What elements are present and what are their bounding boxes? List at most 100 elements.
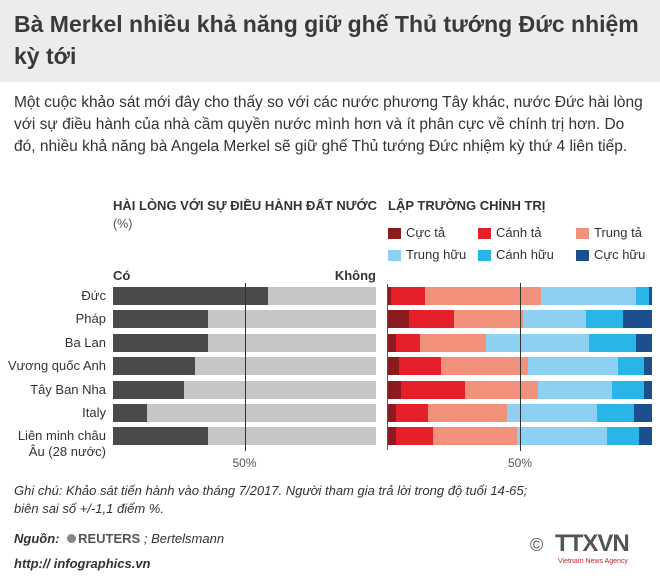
bar-segment: [644, 380, 652, 399]
legend-label: Không: [334, 268, 376, 283]
bar-segment: [388, 380, 402, 399]
bar-segment: [454, 310, 523, 329]
bar-segment: [636, 287, 650, 305]
axis-line: [387, 284, 388, 450]
legend-swatch: [478, 250, 491, 261]
bar-segment: [388, 310, 410, 329]
bar-segment: [440, 357, 528, 376]
bar-segment: [617, 357, 645, 376]
category-label: Italy: [82, 405, 106, 420]
legend-label: Trung hữu: [406, 247, 467, 262]
bar-segment: [506, 404, 597, 422]
tick-label: 50%: [232, 455, 257, 470]
bar-segment: [622, 310, 652, 329]
footer-url: http:// infographics.vn: [14, 556, 151, 571]
bar-segment: [424, 287, 542, 305]
bar-segment: [113, 333, 208, 352]
legend-swatch: [388, 228, 401, 239]
bar-segment: [485, 333, 589, 352]
bar-segment: [388, 404, 396, 422]
bar-segment: [113, 404, 148, 422]
bar-segment: [113, 427, 208, 446]
bar-segment: [409, 310, 454, 329]
source-reuters: REUTERS: [78, 531, 141, 546]
bar-segment: [194, 357, 376, 376]
header-band: [0, 0, 660, 82]
bar-segment: [649, 287, 652, 305]
reuters-icon: [67, 534, 77, 543]
bar-segment: [419, 333, 486, 352]
source-label: Nguồn:: [14, 531, 60, 546]
category-label: Pháp: [75, 311, 106, 327]
legend-label: Cánh tả: [496, 225, 542, 240]
bar-segment: [388, 287, 391, 305]
bar-segment: [207, 333, 376, 352]
bar-segment: [638, 427, 652, 446]
bar-segment: [398, 357, 441, 376]
bar-segment: [113, 287, 269, 305]
legend-label: Cực hữu: [594, 247, 646, 262]
bar-segment: [541, 287, 637, 305]
bar-segment: [388, 333, 396, 352]
bar-segment: [427, 404, 507, 422]
bar-segment: [401, 380, 465, 399]
bar-segment: [517, 427, 608, 446]
category-label: Ba Lan: [64, 334, 106, 350]
bar-segment: [633, 404, 652, 422]
bar-segment: [636, 333, 652, 352]
bar-segment: [388, 427, 396, 446]
chart-title: HÀI LÒNG VỚI SỰ ĐIỀU HÀNH ĐẤT NƯỚC: [113, 198, 378, 213]
note-line: Ghi chú: Khảo sát tiến hành vào tháng 7/…: [14, 483, 528, 498]
legend-swatch: [388, 250, 401, 261]
logo: TTXVN: [555, 530, 630, 557]
tick-label: 50%: [507, 455, 533, 470]
legend-label: Cánh hữu: [496, 247, 554, 262]
source: Nguồn: REUTERS ; Bertelsmann: [14, 531, 224, 546]
bar-segment: [596, 404, 634, 422]
bar-segment: [147, 404, 376, 422]
tick-line: [520, 283, 521, 451]
bar-segment: [207, 310, 376, 329]
bar-segment: [207, 427, 376, 446]
chart-subtitle: (%): [113, 217, 133, 231]
category-label: Đức: [81, 288, 106, 303]
tick-line: [244, 283, 246, 451]
source-text: ; Bertelsmann: [143, 531, 225, 546]
bar-segment: [588, 333, 637, 352]
bar-segment: [607, 427, 639, 446]
note: Ghi chú: Khảo sát tiến hành vào tháng 7/…: [14, 482, 644, 518]
note-line: biên sai số +/-1,1 điểm %.: [14, 501, 164, 516]
bar-segment: [113, 357, 195, 376]
legend-label: Có: [113, 268, 131, 283]
bar-segment: [113, 310, 208, 329]
copyright: ©: [530, 535, 544, 555]
legend-label: Trung tả: [594, 225, 642, 240]
category-label: Vương quốc Anh: [7, 358, 106, 374]
bar-segment: [522, 310, 586, 329]
bar-segment: [390, 287, 425, 305]
bar-segment: [464, 380, 539, 399]
title: Bà Merkel nhiều khả năng giữ ghế Thủ tướ…: [14, 11, 639, 69]
bar-segment: [395, 404, 428, 422]
description: Một cuộc khảo sát mới đây cho thấy so vớ…: [14, 94, 643, 155]
bar-segment: [586, 310, 623, 329]
legend-swatch: [576, 250, 589, 261]
legend-label: Cực tả: [406, 225, 446, 240]
category-label: Liên minh châu Âu (28 nước): [17, 428, 106, 460]
bar-segment: [395, 427, 433, 446]
bar-segment: [432, 427, 518, 446]
bar-segment: [268, 287, 376, 305]
bar-segment: [184, 380, 376, 399]
bar-segment: [388, 357, 399, 376]
bar-segment: [644, 357, 652, 376]
logo-sub: Vietnam News Agency: [558, 558, 628, 565]
bar-segment: [395, 333, 420, 352]
legend-swatch: [478, 228, 491, 239]
chart-title: LẬP TRƯỜNG CHÍNH TRỊ: [388, 198, 546, 213]
bar-segment: [113, 380, 184, 399]
bar-segment: [612, 380, 645, 399]
bar-segment: [538, 380, 613, 399]
legend-swatch: [576, 228, 589, 239]
category-label: Tây Ban Nha: [30, 381, 106, 397]
